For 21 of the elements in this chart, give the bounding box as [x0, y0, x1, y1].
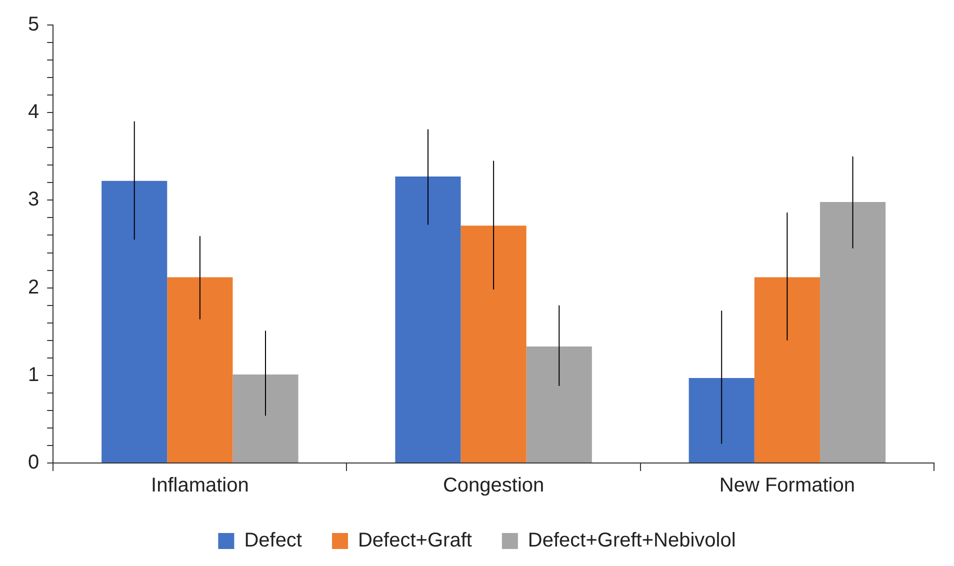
- bar: [460, 226, 526, 462]
- x-tick-label: New Formation: [719, 474, 855, 497]
- bar: [395, 176, 461, 462]
- legend-label: Defect+Greft+Nebivolol: [528, 530, 736, 552]
- bar: [754, 277, 820, 462]
- y-tick-label: 1: [28, 364, 40, 386]
- y-tick-label: 0: [28, 452, 40, 474]
- legend-label: Defect: [244, 530, 302, 552]
- x-tick-label: Congestion: [442, 474, 544, 497]
- bar: [102, 180, 168, 462]
- legend-label: Defect+Graft: [358, 530, 472, 552]
- y-tick-label: 5: [28, 14, 40, 36]
- bar: [232, 374, 298, 462]
- y-tick-label: 4: [28, 101, 40, 124]
- bar: [688, 378, 754, 462]
- bar: [820, 202, 886, 462]
- bar: [526, 346, 592, 462]
- y-tick-label: 2: [28, 276, 40, 298]
- x-tick-label: Inflamation: [151, 474, 249, 497]
- y-tick-label: 3: [28, 188, 40, 211]
- bar: [167, 277, 233, 462]
